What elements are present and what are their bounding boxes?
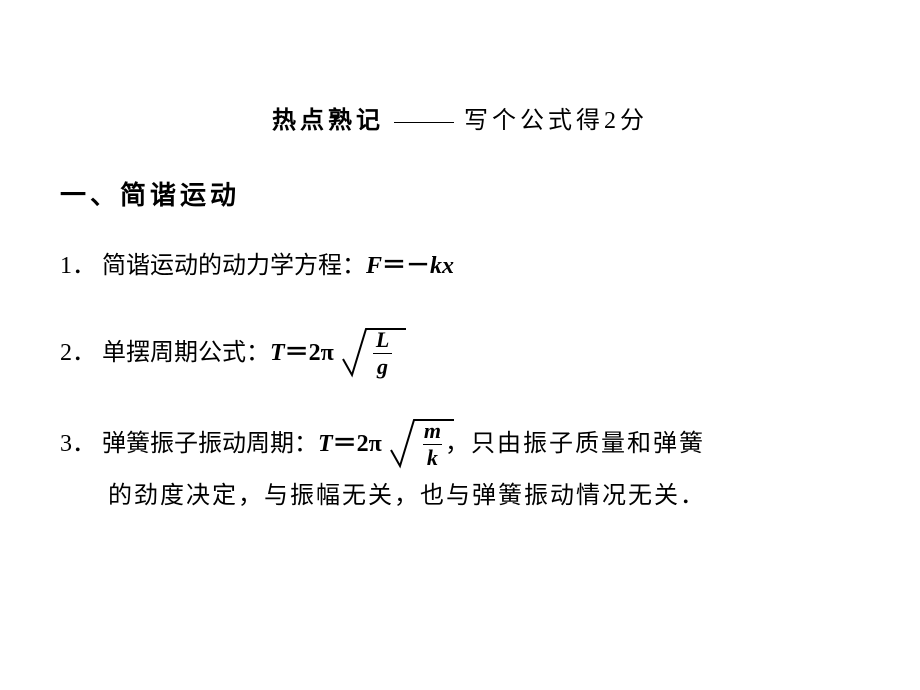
item-3-after-text: ，只由振子质量和弹簧	[445, 420, 705, 468]
section-title: 一、简谐运动	[60, 175, 860, 212]
item-3-formula-T: T	[318, 420, 333, 468]
item-3: 3． 弹簧振子振动周期： T ＝ 2π m k ，只由振子质量和弹簧 的劲度决定…	[60, 416, 860, 520]
item-2-frac-numerator: L	[372, 329, 393, 353]
item-2-formula-2pi: 2π	[309, 329, 334, 377]
item-3-formula-2pi: 2π	[357, 420, 382, 468]
item-2-frac-denominator: g	[373, 353, 392, 378]
item-3-continuation: 的劲度决定，与振幅无关，也与弹簧振动情况无关．	[60, 472, 860, 520]
header-divider-line	[394, 122, 454, 123]
item-1: 1． 简谐运动的动力学方程： F ＝－ kx	[60, 242, 860, 290]
item-3-fraction: m k	[420, 420, 445, 469]
header-bold-text: 热点熟记	[272, 108, 384, 134]
item-3-sqrt: m k	[386, 416, 445, 472]
item-3-frac-denominator: k	[423, 444, 442, 469]
item-3-line1: 3． 弹簧振子振动周期： T ＝ 2π m k ，只由振子质量和弹簧	[60, 416, 860, 472]
item-3-label: 弹簧振子振动周期：	[102, 420, 318, 468]
item-2-formula-eq: ＝	[285, 329, 309, 377]
item-1-label: 简谐运动的动力学方程：	[102, 242, 366, 290]
item-2-number: 2．	[60, 329, 96, 377]
item-1-formula-eq: ＝－	[382, 242, 430, 290]
header-rest-text: 写个公式得2分	[464, 108, 648, 134]
item-1-number: 1．	[60, 242, 96, 290]
item-3-frac-numerator: m	[420, 420, 445, 444]
item-1-formula-kx: kx	[430, 242, 454, 290]
item-1-formula-F: F	[366, 242, 382, 290]
page-header: 热点熟记 写个公式得2分	[60, 100, 860, 135]
item-2-sqrt: L g	[338, 325, 393, 381]
item-3-formula-eq: ＝	[333, 420, 357, 468]
item-3-number: 3．	[60, 420, 96, 468]
item-2-fraction: L g	[372, 329, 393, 378]
item-2-formula-T: T	[270, 329, 285, 377]
item-2-label: 单摆周期公式：	[102, 329, 270, 377]
item-2: 2． 单摆周期公式： T ＝ 2π L g	[60, 325, 860, 381]
